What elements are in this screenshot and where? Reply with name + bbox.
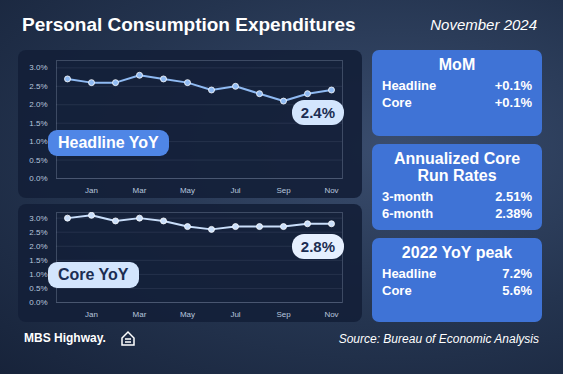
html-text:2.51%: 2.51% [495, 189, 532, 204]
svg-text:0.5%: 0.5% [29, 156, 47, 165]
html-text:2.38%: 2.38% [495, 206, 532, 221]
html-text:November 2024: November 2024 [430, 16, 537, 33]
svg-text:3.0%: 3.0% [29, 214, 47, 223]
html-text:MBS Highway.: MBS Highway. [24, 331, 106, 345]
html-text:+0.1%: +0.1% [494, 95, 532, 110]
svg-text:Jan: Jan [85, 310, 98, 319]
svg-text:Jan: Jan [85, 186, 98, 195]
html-text:5.6%: 5.6% [502, 283, 532, 298]
html-text:Core YoY: Core YoY [58, 266, 129, 283]
html-text:6-month: 6-month [382, 206, 434, 221]
html-text:Headline YoY: Headline YoY [58, 134, 159, 151]
html-text:Personal Consumption Expenditu: Personal Consumption Expenditures [22, 14, 356, 35]
html-text:7.2%: 7.2% [502, 266, 532, 281]
html-text:Headline: Headline [382, 78, 437, 93]
svg-text:Sep: Sep [276, 310, 291, 319]
svg-text:2.0%: 2.0% [29, 100, 47, 109]
svg-text:Nov: Nov [324, 310, 338, 319]
svg-text:1.5%: 1.5% [29, 256, 47, 265]
svg-text:Sep: Sep [276, 186, 291, 195]
html-text:2022 YoY peak: 2022 YoY peak [401, 244, 513, 261]
svg-text:Nov: Nov [324, 186, 338, 195]
svg-text:Mar: Mar [133, 186, 147, 195]
html-text:Core: Core [382, 95, 412, 110]
svg-text:0.0%: 0.0% [29, 174, 47, 183]
svg-text:May: May [180, 186, 195, 195]
html-text:Core: Core [382, 283, 412, 298]
html-text:Headline: Headline [382, 266, 437, 281]
svg-text:0.0%: 0.0% [29, 298, 47, 307]
svg-text:2.5%: 2.5% [29, 82, 47, 91]
svg-text:Jul: Jul [230, 310, 240, 319]
svg-text:2.0%: 2.0% [29, 242, 47, 251]
html-text:2.4%: 2.4% [300, 104, 335, 121]
svg-text:Jul: Jul [230, 186, 240, 195]
html-text:+0.1%: +0.1% [494, 78, 532, 93]
html-text:Source: Bureau of Economic Ana: Source: Bureau of Economic Analysis [338, 332, 539, 346]
svg-text:2.5%: 2.5% [29, 228, 47, 237]
svg-text:1.0%: 1.0% [29, 270, 47, 279]
html-text:2.8%: 2.8% [300, 238, 335, 255]
svg-text:0.5%: 0.5% [29, 284, 47, 293]
html-text:MoM: MoM [438, 56, 476, 73]
svg-text:Mar: Mar [133, 310, 147, 319]
svg-text:3.0%: 3.0% [29, 63, 47, 72]
svg-text:1.0%: 1.0% [29, 137, 47, 146]
svg-text:May: May [180, 310, 195, 319]
html-text:Annualized Core Run Rates: Annualized Core Run Rates [393, 150, 521, 184]
svg-text:1.5%: 1.5% [29, 119, 47, 128]
html-text:3-month: 3-month [382, 189, 434, 204]
